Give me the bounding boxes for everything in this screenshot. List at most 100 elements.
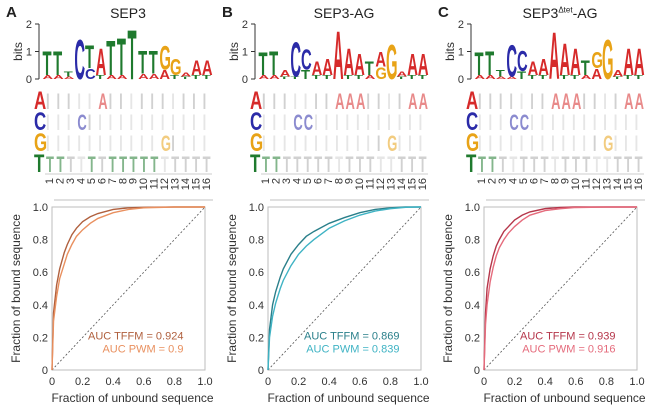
svg-text:I: I — [387, 89, 391, 113]
logo-letter-A: A — [407, 48, 418, 82]
svg-text:T: T — [356, 152, 364, 176]
svg-text:I: I — [614, 89, 618, 113]
logo-letter-C: C — [290, 32, 301, 88]
matrix-cell: I — [624, 110, 628, 134]
matrix-cell: T — [140, 152, 148, 176]
roc-diagonal — [51, 206, 206, 371]
svg-text:I: I — [283, 131, 287, 155]
matrix-col-label: 5 — [518, 178, 530, 184]
matrix-row-label-T: T — [34, 150, 44, 178]
logo-letter-A: A — [634, 42, 645, 84]
matrix-cell: T — [478, 152, 486, 176]
matrix-cell: I — [325, 89, 329, 113]
roc-legend-pwm: AUC PWM = 0.9 — [102, 343, 183, 355]
matrix-cell: T — [499, 152, 507, 176]
matrix-cell: T — [346, 152, 354, 176]
logo-letter-A: A — [418, 48, 429, 82]
logo-letter-T: T — [365, 58, 375, 79]
svg-text:T: T — [499, 152, 507, 176]
logo-letter-C: C — [506, 36, 517, 87]
svg-text:T: T — [475, 47, 484, 83]
svg-text:T: T — [517, 69, 526, 82]
svg-text:I: I — [130, 110, 134, 134]
svg-text:A: A — [98, 89, 107, 113]
matrix-col-label: 9 — [560, 178, 572, 184]
svg-text:T: T — [562, 152, 570, 176]
svg-text:T: T — [272, 152, 280, 176]
roc-y-tick-label: 0.8 — [33, 235, 48, 247]
svg-text:T: T — [53, 44, 62, 83]
matrix-col-label: 5 — [302, 178, 314, 184]
matrix-col-label: 7 — [539, 178, 551, 184]
svg-text:T: T — [301, 67, 310, 82]
svg-text:G: G — [375, 65, 387, 83]
svg-text:I: I — [635, 110, 639, 134]
matrix-cell: G — [161, 131, 171, 155]
matrix-cell: I — [140, 110, 144, 134]
matrix-cell: T — [356, 152, 364, 176]
matrix-cell: T — [582, 152, 590, 176]
logo-letter-T: T — [634, 74, 643, 80]
svg-text:T: T — [181, 76, 191, 80]
matrix-cell: C — [304, 110, 313, 134]
roc-x-label: Fraction of unbound sequence — [51, 391, 213, 405]
matrix-cell: I — [109, 89, 113, 113]
logo-letter-A: A — [485, 74, 496, 80]
panel-c: C SEP3Δtet-AG 0 1 2 bits A T A T A T A C T C T A T A A T A T A… — [432, 0, 648, 407]
matrix-cell: T — [603, 152, 611, 176]
svg-text:T: T — [130, 152, 138, 176]
svg-text:T: T — [520, 152, 528, 176]
matrix-cell: I — [119, 131, 123, 155]
logo-letter-T: T — [581, 56, 590, 79]
svg-text:I: I — [140, 89, 144, 113]
svg-text:I: I — [614, 110, 618, 134]
logo-letter-A: A — [322, 56, 333, 81]
svg-text:A: A — [485, 74, 496, 80]
matrix-cell: I — [314, 110, 318, 134]
svg-text:I: I — [314, 131, 318, 155]
svg-text:I: I — [171, 110, 175, 134]
svg-text:A: A — [53, 74, 64, 80]
svg-text:I: I — [67, 110, 71, 134]
logo-letter-A: A — [581, 74, 592, 80]
matrix-cell: I — [325, 131, 329, 155]
svg-text:G: G — [161, 131, 171, 155]
svg-text:I: I — [346, 131, 350, 155]
roc-y-tick-label: 0.6 — [249, 267, 264, 279]
logo-letter-T: T — [354, 74, 363, 80]
svg-text:C: C — [293, 110, 302, 134]
roc-y-tick-label: 0.4 — [33, 300, 48, 312]
svg-text:I: I — [293, 131, 297, 155]
matrix-row-label-C: C — [34, 108, 46, 136]
matrix-cell: I — [77, 89, 81, 113]
logo-letter-T: T — [290, 76, 300, 80]
svg-text:T: T — [161, 152, 169, 176]
roc-series-line-pwm — [483, 206, 637, 371]
matrix-cell: I — [192, 110, 196, 134]
logo-letter-A: A — [333, 18, 344, 94]
logo-letter-A: A — [53, 74, 64, 80]
svg-text:I: I — [488, 89, 492, 113]
svg-text:A: A — [570, 42, 581, 84]
logo-letter-G: G — [591, 49, 603, 74]
svg-text:T: T — [202, 74, 211, 80]
svg-text:I: I — [262, 110, 266, 134]
roc-y-tick-label: 0.6 — [33, 267, 48, 279]
logo-y-tick-label: 0 — [458, 74, 464, 86]
svg-text:I: I — [150, 110, 154, 134]
matrix-cell: I — [366, 110, 370, 134]
svg-text:T: T — [170, 74, 179, 80]
title-main: SEP3 — [110, 5, 146, 21]
matrix-cell: T — [283, 152, 291, 176]
matrix-cell: T — [161, 152, 169, 176]
svg-text:C: C — [506, 36, 517, 87]
svg-text:T: T — [314, 152, 322, 176]
logo-letter-A: A — [280, 68, 291, 79]
logo-letter-G: G — [375, 65, 387, 83]
logo-letter-T: T — [128, 15, 137, 94]
matrix-col-label: 15 — [406, 178, 418, 190]
logo-letter-T: T — [117, 29, 126, 88]
matrix-cell: I — [98, 110, 102, 134]
svg-text:I: I — [624, 110, 628, 134]
logo-y-tick-label: 2 — [458, 19, 464, 31]
